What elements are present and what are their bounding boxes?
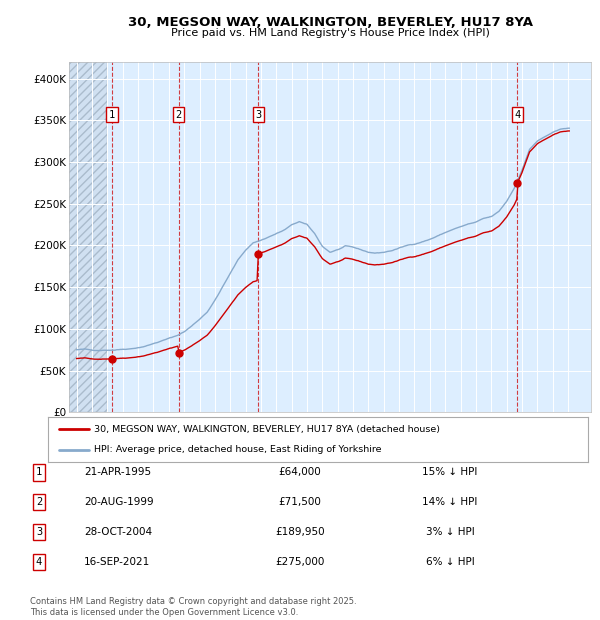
Text: 3% ↓ HPI: 3% ↓ HPI — [425, 527, 475, 537]
Text: 3: 3 — [36, 527, 42, 537]
Text: 4: 4 — [36, 557, 42, 567]
Text: 16-SEP-2021: 16-SEP-2021 — [84, 557, 150, 567]
Text: HPI: Average price, detached house, East Riding of Yorkshire: HPI: Average price, detached house, East… — [94, 445, 382, 454]
Text: 1: 1 — [109, 110, 115, 120]
Text: 1: 1 — [36, 467, 42, 477]
Text: Contains HM Land Registry data © Crown copyright and database right 2025.
This d: Contains HM Land Registry data © Crown c… — [30, 598, 356, 617]
Text: £189,950: £189,950 — [275, 527, 325, 537]
Text: £64,000: £64,000 — [278, 467, 322, 477]
Text: 4: 4 — [514, 110, 521, 120]
Text: 3: 3 — [255, 110, 262, 120]
Text: 2: 2 — [36, 497, 42, 507]
Text: 15% ↓ HPI: 15% ↓ HPI — [422, 467, 478, 477]
Text: 20-AUG-1999: 20-AUG-1999 — [84, 497, 154, 507]
Text: 6% ↓ HPI: 6% ↓ HPI — [425, 557, 475, 567]
Text: 28-OCT-2004: 28-OCT-2004 — [84, 527, 152, 537]
Text: £275,000: £275,000 — [275, 557, 325, 567]
Text: 2: 2 — [175, 110, 182, 120]
Text: £71,500: £71,500 — [278, 497, 322, 507]
Text: 14% ↓ HPI: 14% ↓ HPI — [422, 497, 478, 507]
Text: 21-APR-1995: 21-APR-1995 — [84, 467, 151, 477]
Text: 30, MEGSON WAY, WALKINGTON, BEVERLEY, HU17 8YA: 30, MEGSON WAY, WALKINGTON, BEVERLEY, HU… — [128, 16, 533, 29]
Text: Price paid vs. HM Land Registry's House Price Index (HPI): Price paid vs. HM Land Registry's House … — [170, 28, 490, 38]
Text: 30, MEGSON WAY, WALKINGTON, BEVERLEY, HU17 8YA (detached house): 30, MEGSON WAY, WALKINGTON, BEVERLEY, HU… — [94, 425, 440, 434]
